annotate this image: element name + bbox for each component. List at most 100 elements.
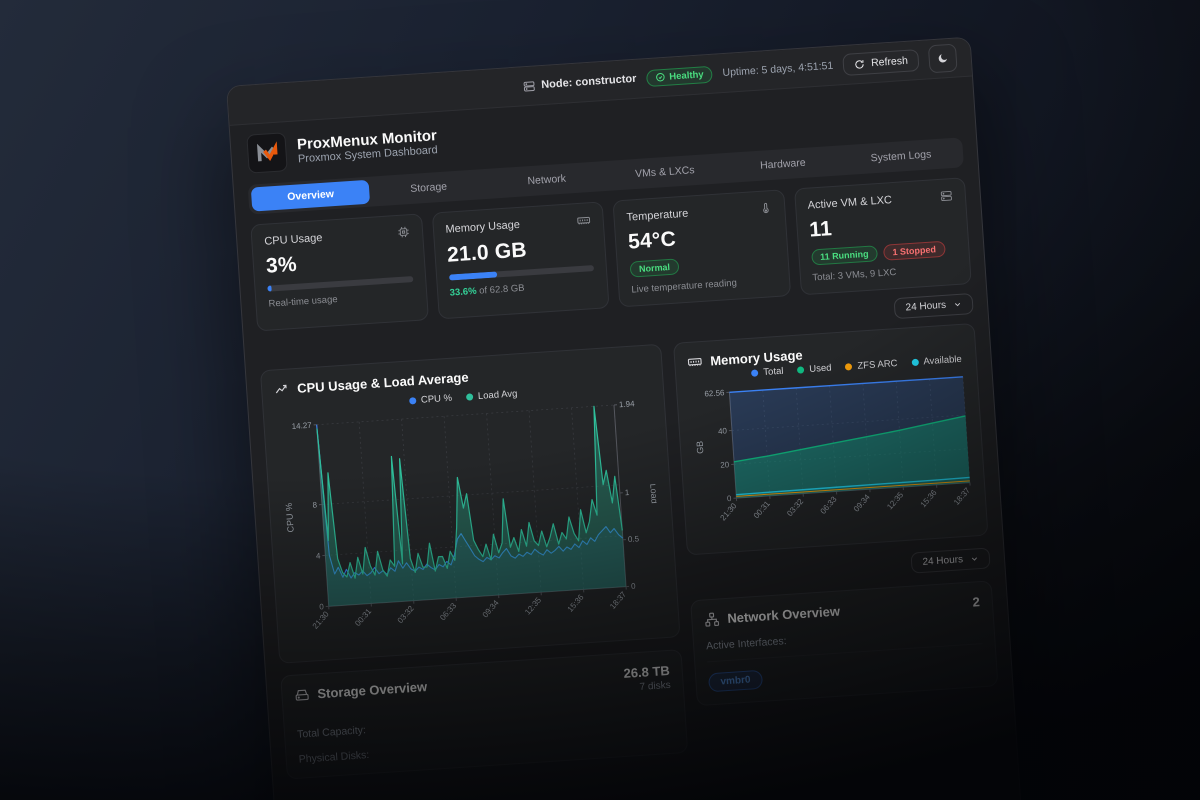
- ram-icon: [687, 358, 702, 367]
- temperature-status-badge: Normal: [629, 258, 680, 278]
- node-label: Node: constructor: [540, 72, 637, 92]
- cpu-subtitle: Real-time usage: [268, 294, 338, 310]
- main-grid: CPU Usage & Load Average CPU % Load Avg 0…: [259, 322, 1002, 780]
- moon-icon: [938, 54, 947, 63]
- svg-text:8: 8: [312, 500, 318, 509]
- temperature-card: Temperature 54°C Normal Live temperature…: [612, 189, 791, 308]
- svg-text:15:36: 15:36: [566, 592, 586, 613]
- network-interfaces-count: 2: [972, 594, 981, 610]
- svg-text:00:31: 00:31: [353, 606, 373, 627]
- vm-card-title: Active VM & LXC: [807, 193, 893, 212]
- svg-text:0: 0: [631, 582, 637, 591]
- svg-text:09:34: 09:34: [852, 492, 872, 513]
- server-stack-icon: [940, 190, 952, 202]
- svg-text:GB: GB: [695, 441, 706, 455]
- node-info: Node: constructor: [522, 72, 637, 93]
- trending-up-icon: [275, 384, 287, 394]
- svg-text:21:30: 21:30: [311, 609, 331, 630]
- svg-text:18:37: 18:37: [952, 486, 972, 507]
- time-range-select-2[interactable]: 24 Hours: [910, 547, 991, 574]
- temperature-value: 54°C: [627, 227, 677, 254]
- svg-text:Load: Load: [648, 483, 659, 504]
- left-column: CPU Usage & Load Average CPU % Load Avg 0…: [259, 343, 689, 780]
- cpu-load-chart: 0 4 8 14.27 21:30 00:31 03:32 06:33 09:34 12:35 15…: [284, 399, 660, 631]
- memory-progress-bar: [448, 265, 595, 281]
- theme-toggle-button[interactable]: [927, 43, 958, 74]
- memory-chart-panel: Memory Usage Total Used ZFS ARC Available 0…: [673, 322, 989, 556]
- svg-text:1.94: 1.94: [619, 399, 636, 409]
- svg-text:03:32: 03:32: [785, 497, 805, 518]
- svg-text:03:32: 03:32: [396, 604, 416, 625]
- tab-vms-lxcs[interactable]: VMs & LXCs: [605, 156, 725, 188]
- legend-item: Load Avg: [465, 388, 518, 402]
- active-vm-lxc-card: Active VM & LXC 11 11 Running 1 Stopped …: [793, 177, 972, 296]
- active-interfaces-label: Active Interfaces:: [705, 635, 787, 653]
- cpu-chart-title: CPU Usage & Load Average: [296, 369, 470, 396]
- temperature-subtitle: Live temperature reading: [631, 277, 738, 296]
- svg-text:40: 40: [718, 426, 728, 436]
- proxmenux-logo: [246, 132, 288, 174]
- memory-subtitle: 33.6% of 62.8 GB: [449, 282, 525, 299]
- check-circle-icon: [656, 72, 665, 82]
- time-range-select[interactable]: 24 Hours: [893, 292, 974, 320]
- svg-text:21:30: 21:30: [719, 501, 739, 522]
- server-icon: [523, 80, 535, 91]
- storage-total-value: 26.8 TB: [623, 662, 671, 681]
- health-badge: Healthy: [645, 65, 714, 87]
- memory-usage-card: Memory Usage 21.0 GB 33.6% of 62.8 GB: [431, 201, 610, 320]
- chevron-down-icon: [971, 557, 977, 561]
- uptime-text: Uptime: 5 days, 4:51:51: [722, 59, 834, 80]
- storage-overview-panel: Storage Overview 26.8 TB 7 disks Total C…: [280, 649, 689, 780]
- svg-text:00:31: 00:31: [752, 499, 772, 520]
- svg-text:4: 4: [316, 551, 322, 560]
- svg-text:20: 20: [720, 460, 730, 470]
- ram-icon: [577, 216, 591, 225]
- tab-network[interactable]: Network: [487, 164, 607, 196]
- interface-badge-vmbr0[interactable]: vmbr0: [707, 669, 764, 693]
- legend-item: ZFS ARC: [845, 358, 898, 372]
- cpu-usage-card: CPU Usage 3% Real-time usage: [250, 213, 429, 332]
- refresh-icon: [855, 59, 864, 69]
- vm-running-badge: 11 Running: [810, 245, 879, 266]
- svg-text:0.5: 0.5: [628, 534, 640, 544]
- svg-text:1: 1: [625, 488, 631, 497]
- svg-text:12:35: 12:35: [885, 490, 905, 511]
- vm-count-value: 11: [808, 217, 833, 242]
- svg-text:12:35: 12:35: [523, 595, 543, 616]
- tab-hardware[interactable]: Hardware: [723, 148, 843, 180]
- cpu-chip-icon: [397, 226, 409, 238]
- chevron-down-icon: [954, 302, 961, 307]
- tab-system-logs[interactable]: System Logs: [841, 141, 961, 173]
- tab-overview[interactable]: Overview: [250, 179, 371, 212]
- svg-text:06:33: 06:33: [819, 494, 839, 515]
- tab-storage[interactable]: Storage: [369, 172, 489, 204]
- storage-title: Storage Overview: [316, 679, 428, 702]
- svg-text:CPU %: CPU %: [284, 503, 296, 533]
- dashboard-window: Node: constructor Healthy Uptime: 5 days…: [226, 36, 1023, 800]
- svg-text:14.27: 14.27: [291, 421, 312, 431]
- svg-text:09:34: 09:34: [481, 598, 501, 619]
- logo-m-icon: [256, 140, 278, 161]
- temperature-card-title: Temperature: [626, 207, 689, 224]
- legend-item: Total: [751, 366, 784, 379]
- svg-text:18:37: 18:37: [608, 590, 628, 611]
- cpu-progress-bar: [267, 276, 413, 292]
- memory-card-title: Memory Usage: [445, 218, 521, 236]
- vm-stopped-badge: 1 Stopped: [882, 240, 946, 261]
- cpu-value: 3%: [265, 252, 298, 278]
- svg-text:62.56: 62.56: [704, 388, 725, 398]
- network-overview-panel: Network Overview 2 Active Interfaces: vm…: [690, 580, 999, 707]
- storage-disks-value: 7 disks: [639, 679, 672, 693]
- cpu-card-title: CPU Usage: [263, 231, 323, 248]
- right-column: Memory Usage Total Used ZFS ARC Available 0…: [673, 322, 999, 707]
- refresh-button[interactable]: Refresh: [842, 49, 920, 77]
- svg-text:06:33: 06:33: [438, 601, 458, 622]
- memory-value: 21.0 GB: [446, 238, 528, 267]
- thermometer-icon: [762, 202, 769, 214]
- legend-item: Available: [911, 354, 962, 368]
- network-icon: [705, 612, 720, 627]
- hard-drive-icon: [295, 689, 309, 701]
- network-title: Network Overview: [726, 603, 841, 626]
- legend-item: CPU %: [408, 393, 452, 407]
